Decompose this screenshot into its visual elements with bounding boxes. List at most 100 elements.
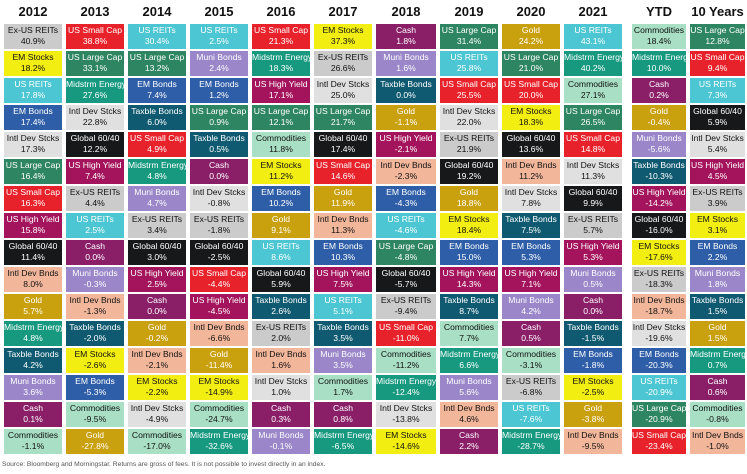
return-value: -11.0% <box>392 333 420 343</box>
asset-class-label: Global 60/40 <box>693 106 742 116</box>
return-cell: Commodities -0.8% <box>690 402 745 427</box>
return-value: -1.8% <box>207 225 231 235</box>
return-value: 1.2% <box>209 90 229 100</box>
return-value: -11.2% <box>392 360 420 370</box>
return-value: -20.3% <box>645 360 673 370</box>
return-value: 3.4% <box>147 225 167 235</box>
return-value: -1.3% <box>83 306 107 316</box>
return-cell: EM Bonds -20.3% <box>632 348 686 373</box>
asset-class-label: Intl Dev Bnds <box>7 268 59 278</box>
return-cell: Intl Dev Stcks 1.0% <box>252 375 310 400</box>
return-cell: Ex-US REITs -6.8% <box>502 375 560 400</box>
return-value: -5.6% <box>647 144 671 154</box>
asset-class-label: Ex-US REITs <box>69 187 121 197</box>
asset-class-label: EM Bonds <box>386 187 426 197</box>
asset-class-label: US Small Cap <box>442 79 496 89</box>
return-value: 5.6% <box>459 387 479 397</box>
return-value: 8.0% <box>23 279 43 289</box>
return-value: 3.5% <box>333 333 353 343</box>
return-value: 18.4% <box>646 36 672 46</box>
asset-class-label: Global 60/40 <box>132 241 182 251</box>
asset-class-label: Midstrm Energy <box>4 322 62 332</box>
return-cell: US Large Cap 0.9% <box>190 105 248 130</box>
asset-class-label: Midstrm Energy <box>128 160 186 170</box>
return-value: 0.7% <box>707 360 728 370</box>
asset-class-label: Taxble Bonds <box>691 295 744 305</box>
return-value: -20.9% <box>645 387 673 397</box>
return-cell: US High Yield -4.5% <box>190 294 248 319</box>
asset-class-label: Intl Dev Stcks <box>192 187 246 197</box>
asset-class-label: Intl Dev Bnds <box>380 160 432 170</box>
return-value: 12.1% <box>268 117 294 127</box>
return-cell: US High Yield 7.4% <box>66 159 124 184</box>
asset-class-label: Muni Bonds <box>636 133 682 143</box>
asset-class-label: US Large Cap <box>129 52 185 62</box>
asset-class-label: Ex-US REITs <box>317 52 369 62</box>
return-cell: EM Stocks 3.1% <box>690 213 745 238</box>
return-cell: EM Bonds 2.2% <box>690 240 745 265</box>
asset-class-label: Cash <box>146 295 168 305</box>
return-cell: US High Yield 5.3% <box>564 240 622 265</box>
return-value: 7.3% <box>707 90 728 100</box>
return-value: -0.1% <box>269 441 293 451</box>
asset-class-label: Taxble Bonds <box>633 160 685 170</box>
return-value: -18.3% <box>645 279 673 289</box>
return-value: -4.9% <box>145 414 169 424</box>
asset-class-label: Gold <box>649 106 669 116</box>
return-cell: US Small Cap 9.4% <box>690 51 745 76</box>
asset-class-label: Muni Bonds <box>320 349 366 359</box>
return-cell: Intl Dev Bnds 8.0% <box>4 267 62 292</box>
asset-class-label: Intl Dev Stcks <box>566 160 620 170</box>
return-cell: Muni Bonds 4.7% <box>128 186 186 211</box>
return-cell: Gold -1.1% <box>376 105 436 130</box>
asset-class-label: Ex-US REITs <box>7 25 59 35</box>
return-cell: Intl Dev Bnds 11.2% <box>502 159 560 184</box>
asset-class-label: Muni Bonds <box>383 52 429 62</box>
asset-class-label: US Small Cap <box>566 133 620 143</box>
return-cell: Intl Dev Bnds 11.3% <box>314 213 372 238</box>
asset-class-label: Midstrm Energy <box>502 430 560 440</box>
return-value: 2.4% <box>209 63 229 73</box>
asset-class-label: Taxble Bonds <box>131 106 183 116</box>
return-value: 0.0% <box>209 171 229 181</box>
return-cell: Intl Dev Bnds 1.6% <box>252 348 310 373</box>
asset-class-label: EM Stocks <box>638 241 680 251</box>
asset-class-label: Global 60/40 <box>444 160 494 170</box>
asset-class-label: Gold <box>583 403 603 413</box>
return-cell: Intl Dev Stcks 22.8% <box>66 105 124 130</box>
return-value: 10.0% <box>646 63 672 73</box>
return-cell: Midstrm Energy 18.3% <box>252 51 310 76</box>
return-value: 8.7% <box>459 306 479 316</box>
asset-class-label: Intl Dev Stcks <box>68 106 122 116</box>
return-cell: EM Stocks -17.6% <box>632 240 686 265</box>
asset-class-label: Muni Bonds <box>508 295 554 305</box>
asset-class-label: Muni Bonds <box>196 52 242 62</box>
asset-class-label: Ex-US REITs <box>692 187 743 197</box>
asset-class-label: Global 60/40 <box>506 133 556 143</box>
return-cell: US REITs -4.6% <box>376 213 436 238</box>
asset-class-label: Intl Dev Bnds <box>691 430 744 440</box>
return-value: 31.4% <box>456 36 482 46</box>
asset-class-label: US Small Cap <box>316 160 370 170</box>
return-value: 7.4% <box>147 90 167 100</box>
return-cell: Commodities 18.4% <box>632 24 686 49</box>
asset-class-label: Ex-US REITs <box>380 295 432 305</box>
return-cell: US Large Cap 33.1% <box>66 51 124 76</box>
asset-class-label: US Large Cap <box>632 403 686 413</box>
return-value: -9.5% <box>83 414 107 424</box>
asset-class-label: US REITs <box>138 25 176 35</box>
return-value: 5.7% <box>23 306 43 316</box>
return-value: 14.3% <box>456 279 482 289</box>
return-value: -5.7% <box>394 279 418 289</box>
year-header: 2015 <box>204 4 234 19</box>
return-value: 0.9% <box>209 117 229 127</box>
return-cell: Ex-US REITs 3.4% <box>128 213 186 238</box>
return-cell: Global 60/40 5.9% <box>690 105 745 130</box>
return-cell: Commodities -11.2% <box>376 348 436 373</box>
return-cell: Midstrm Energy 0.7% <box>690 348 745 373</box>
return-cell: US Small Cap -11.0% <box>376 321 436 346</box>
return-value: -20.9% <box>645 414 673 424</box>
asset-class-label: US Small Cap <box>192 268 246 278</box>
return-value: -2.6% <box>83 360 107 370</box>
return-cell: US Small Cap 38.8% <box>66 24 124 49</box>
